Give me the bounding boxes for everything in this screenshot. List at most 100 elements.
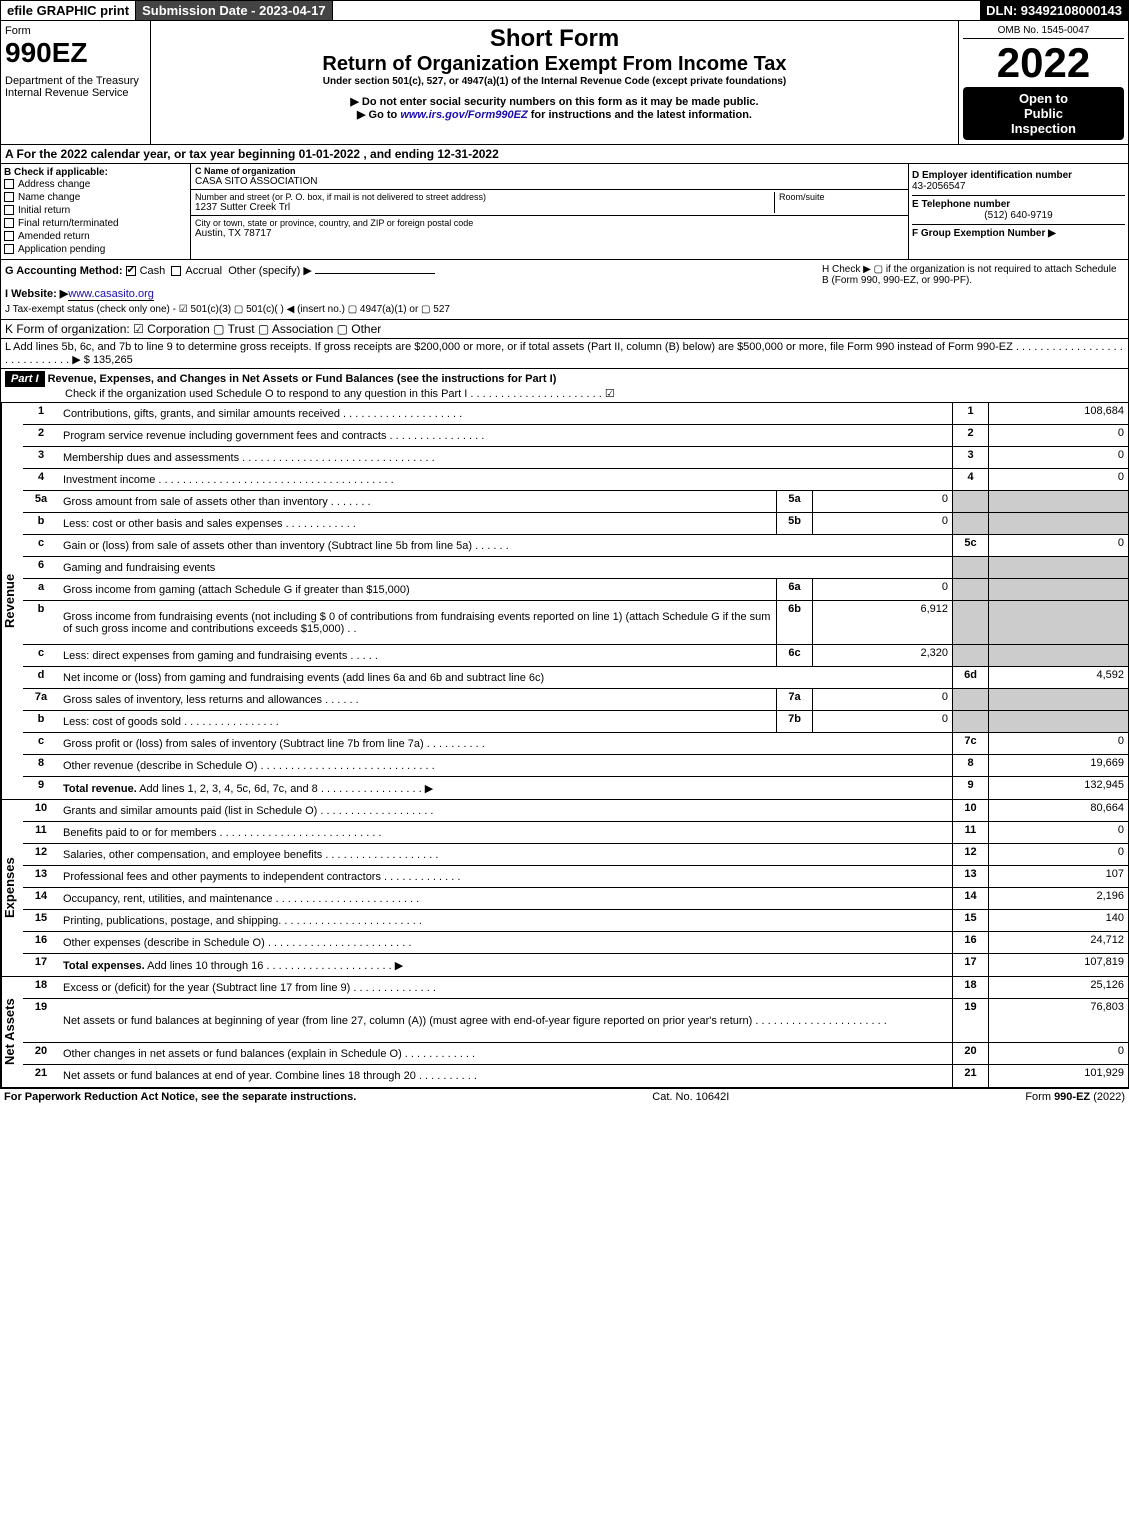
line-ref [952, 491, 988, 512]
submission-date-button[interactable]: Submission Date - 2023-04-17 [136, 1, 333, 20]
form-number: 990EZ [5, 37, 146, 69]
ssn-note: ▶ Do not enter social security numbers o… [155, 95, 954, 108]
line-row: 13Professional fees and other payments t… [23, 866, 1128, 888]
revenue-vert-label: Revenue [1, 403, 23, 799]
goto-note: ▶ Go to www.irs.gov/Form990EZ for instru… [155, 108, 954, 121]
line-desc: Gross income from fundraising events (no… [59, 601, 776, 644]
dept-label: Department of the Treasury [5, 75, 146, 87]
sub-value: 0 [812, 513, 952, 534]
page-footer: For Paperwork Reduction Act Notice, see … [0, 1088, 1129, 1105]
line-number: d [23, 667, 59, 688]
line-value [988, 601, 1128, 644]
website-link[interactable]: www.casasito.org [68, 288, 154, 301]
line-row: 21Net assets or fund balances at end of … [23, 1065, 1128, 1087]
line-ref: 3 [952, 447, 988, 468]
city-label: City or town, state or province, country… [195, 218, 904, 228]
section-d-col: D Employer identification number 43-2056… [908, 164, 1128, 259]
line-desc: Net assets or fund balances at end of ye… [59, 1065, 952, 1087]
line-ref [952, 579, 988, 600]
check-accrual[interactable] [171, 266, 181, 276]
section-c-col: C Name of organization CASA SITO ASSOCIA… [191, 164, 908, 259]
irs-label: Internal Revenue Service [5, 87, 146, 99]
line-desc: Program service revenue including govern… [59, 425, 952, 446]
line-desc: Other expenses (describe in Schedule O) … [59, 932, 952, 953]
line-ref: 8 [952, 755, 988, 776]
line-desc: Less: cost of goods sold . . . . . . . .… [59, 711, 776, 732]
check-amended-return[interactable]: Amended return [4, 230, 187, 243]
section-k: K Form of organization: ☑ Corporation ▢ … [0, 320, 1129, 339]
line-ref: 17 [952, 954, 988, 976]
line-desc: Other changes in net assets or fund bala… [59, 1043, 952, 1064]
part-1-header: Part I Revenue, Expenses, and Changes in… [0, 369, 1129, 403]
line-ref: 16 [952, 932, 988, 953]
check-application-pending[interactable]: Application pending [4, 243, 187, 256]
line-number: 11 [23, 822, 59, 843]
line-number: c [23, 645, 59, 666]
efile-label[interactable]: efile GRAPHIC print [1, 1, 136, 20]
check-final-return[interactable]: Final return/terminated [4, 217, 187, 230]
line-ref [952, 711, 988, 732]
check-name-change[interactable]: Name change [4, 191, 187, 204]
line-ref: 10 [952, 800, 988, 821]
line-ref: 6d [952, 667, 988, 688]
check-cash[interactable] [126, 266, 136, 276]
irs-link[interactable]: www.irs.gov/Form990EZ [400, 109, 527, 121]
line-number: 8 [23, 755, 59, 776]
check-address-change[interactable]: Address change [4, 178, 187, 191]
line-desc: Salaries, other compensation, and employ… [59, 844, 952, 865]
line-desc: Investment income . . . . . . . . . . . … [59, 469, 952, 490]
line-number: 16 [23, 932, 59, 953]
line-row: 17Total expenses. Add lines 10 through 1… [23, 954, 1128, 976]
form-label: Form [5, 25, 146, 37]
sub-value: 0 [812, 711, 952, 732]
sub-ref: 5a [776, 491, 812, 512]
net-assets-vert-label: Net Assets [1, 977, 23, 1087]
line-row: 3Membership dues and assessments . . . .… [23, 447, 1128, 469]
org-name-label: C Name of organization [195, 166, 296, 176]
section-g-h: G Accounting Method: Cash Accrual Other … [0, 260, 1129, 320]
line-row: 5aGross amount from sale of assets other… [23, 491, 1128, 513]
line-number: b [23, 601, 59, 644]
group-exemption-label: F Group Exemption Number ▶ [912, 228, 1056, 239]
addr-label: Number and street (or P. O. box, if mail… [195, 192, 774, 202]
line-row: cGain or (loss) from sale of assets othe… [23, 535, 1128, 557]
line-row: 8Other revenue (describe in Schedule O) … [23, 755, 1128, 777]
line-value: 0 [988, 844, 1128, 865]
line-ref [952, 689, 988, 710]
line-row: bLess: cost or other basis and sales exp… [23, 513, 1128, 535]
line-ref: 21 [952, 1065, 988, 1087]
line-ref: 12 [952, 844, 988, 865]
sub-value: 0 [812, 491, 952, 512]
line-desc: Net assets or fund balances at beginning… [59, 999, 952, 1042]
line-row: aGross income from gaming (attach Schedu… [23, 579, 1128, 601]
dln-label: DLN: 93492108000143 [980, 1, 1128, 20]
line-row: 19Net assets or fund balances at beginni… [23, 999, 1128, 1043]
line-row: 9Total revenue. Add lines 1, 2, 3, 4, 5c… [23, 777, 1128, 799]
line-number: 18 [23, 977, 59, 998]
expenses-vert-label: Expenses [1, 800, 23, 976]
expenses-block: Expenses 10Grants and similar amounts pa… [0, 800, 1129, 977]
line-row: 1Contributions, gifts, grants, and simil… [23, 403, 1128, 425]
section-bcdef: B Check if applicable: Address change Na… [0, 164, 1129, 260]
line-value [988, 579, 1128, 600]
line-desc: Other revenue (describe in Schedule O) .… [59, 755, 952, 776]
open-public-badge: Open to Public Inspection [963, 87, 1124, 140]
street-address: 1237 Sutter Creek Trl [195, 202, 774, 213]
tel-value: (512) 640-9719 [912, 210, 1125, 221]
line-ref: 4 [952, 469, 988, 490]
line-ref: 18 [952, 977, 988, 998]
line-value: 107,819 [988, 954, 1128, 976]
line-value: 108,684 [988, 403, 1128, 424]
line-value [988, 491, 1128, 512]
line-number: 5a [23, 491, 59, 512]
line-desc: Membership dues and assessments . . . . … [59, 447, 952, 468]
sub-ref: 7a [776, 689, 812, 710]
line-row: 16Other expenses (describe in Schedule O… [23, 932, 1128, 954]
line-row: bGross income from fundraising events (n… [23, 601, 1128, 645]
line-ref [952, 601, 988, 644]
line-row: dNet income or (loss) from gaming and fu… [23, 667, 1128, 689]
line-number: 15 [23, 910, 59, 931]
line-number: 6 [23, 557, 59, 578]
check-initial-return[interactable]: Initial return [4, 204, 187, 217]
line-desc: Grants and similar amounts paid (list in… [59, 800, 952, 821]
